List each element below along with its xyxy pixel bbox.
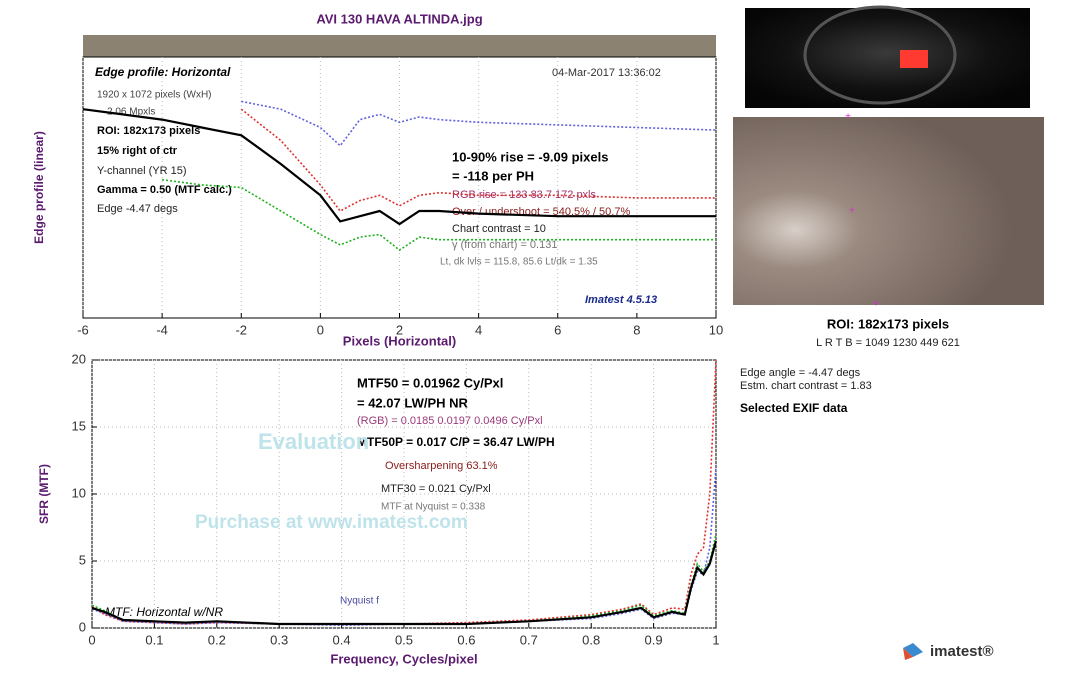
x-tick-label: 8 xyxy=(633,322,640,337)
x-tick-label: -2 xyxy=(235,322,247,337)
x-tick-label: 0.6 xyxy=(457,632,475,647)
annotation: Evaluation xyxy=(258,429,369,454)
annotation: Oversharpening 63.1% xyxy=(385,460,498,472)
roi-marker xyxy=(900,50,928,68)
x-tick-label: 0 xyxy=(317,322,324,337)
annotation: Purchase at www.imatest.com xyxy=(195,512,468,533)
annotation: = -118 per PH xyxy=(452,168,534,183)
annotation: MTF at Nyquist = 0.338 xyxy=(381,502,486,513)
x-tick-label: 0.2 xyxy=(208,632,226,647)
roi-cross: + xyxy=(849,206,855,217)
x-tick-label: 0.5 xyxy=(395,632,413,647)
x-tick-label: 0.9 xyxy=(645,632,663,647)
x-tick-label: 4 xyxy=(475,322,482,337)
roi-cross: + xyxy=(845,112,851,123)
logo: imatest® xyxy=(930,643,994,660)
x-tick-label: 0.3 xyxy=(270,632,288,647)
annotation: MTF30 = 0.021 Cy/Pxl xyxy=(381,483,491,495)
x-axis-label: Frequency, Cycles/pixel xyxy=(330,651,477,666)
x-tick-label: 0.1 xyxy=(145,632,163,647)
y-tick-label: 0 xyxy=(79,619,86,634)
x-tick-label: -6 xyxy=(77,322,89,337)
x-tick-label: 0 xyxy=(88,632,95,647)
y-tick-label: 20 xyxy=(72,351,86,366)
chart-contrast: Estm. chart contrast = 1.83 xyxy=(740,380,872,392)
annotation: 04-Mar-2017 13:36:02 xyxy=(552,67,661,79)
annotation: Y-channel (YR 15) xyxy=(97,165,186,177)
annotation: Lt, dk lvls = 115.8, 85.6 Lt/dk = 1.35 xyxy=(440,257,598,268)
thumbnail-image xyxy=(745,8,1030,108)
annotation: 10-90% rise = -9.09 pixels xyxy=(452,149,608,164)
y-tick-label: 10 xyxy=(72,485,86,500)
y-axis-label: SFR (MTF) xyxy=(37,464,51,524)
x-axis-label: Pixels (Horizontal) xyxy=(343,333,456,348)
x-tick-label: -4 xyxy=(156,322,168,337)
annotation: MTF50 = 0.01962 Cy/Pxl xyxy=(357,375,503,390)
x-tick-label: 0.8 xyxy=(582,632,600,647)
annotation: ROI: 182x173 pixels xyxy=(97,125,200,137)
title-bar xyxy=(83,35,716,57)
exif-heading: Selected EXIF data xyxy=(740,401,848,415)
annotation: MTF50P = 0.017 C/P = 36.47 LW/PH xyxy=(357,435,555,449)
x-tick-label: 10 xyxy=(709,322,723,337)
edge-angle: Edge angle = -4.47 degs xyxy=(740,367,861,379)
y-tick-label: 15 xyxy=(72,418,86,433)
roi-cross: + xyxy=(873,299,879,310)
annotation: 1920 x 1072 pixels (WxH) xyxy=(97,90,212,101)
annotation: γ (from chart) = 0.131 xyxy=(452,239,557,251)
annotation: Chart contrast = 10 xyxy=(452,223,546,235)
roi-bounds: L R T B = 1049 1230 449 621 xyxy=(816,337,960,349)
y-tick-label: 5 xyxy=(79,552,86,567)
x-tick-label: 0.7 xyxy=(520,632,538,647)
roi-image xyxy=(733,117,1044,305)
x-tick-label: 6 xyxy=(554,322,561,337)
annotation: = 42.07 LW/PH NR xyxy=(357,395,469,410)
x-tick-label: 1 xyxy=(712,632,719,647)
annotation: Gamma = 0.50 (MTF calc.) xyxy=(97,184,232,196)
roi-size: ROI: 182x173 pixels xyxy=(827,316,949,331)
annotation: Edge -4.47 degs xyxy=(97,203,178,215)
y-axis-label: Edge profile (linear) xyxy=(32,131,46,244)
annotation: MTF: Horizontal w/NR xyxy=(105,605,223,619)
annotation: (RGB) = 0.0185 0.0197 0.0496 Cy/Pxl xyxy=(357,415,543,427)
page: + + + ROI: 182x173 pixels L R T B = 1049… xyxy=(0,0,1068,677)
chart-title: AVI 130 HAVA ALTINDA.jpg xyxy=(316,11,482,26)
annotation: 15% right of ctr xyxy=(97,145,178,157)
x-tick-label: 0.4 xyxy=(333,632,351,647)
annotation: Nyquist f xyxy=(340,596,379,607)
annotation: Edge profile: Horizontal xyxy=(95,65,231,79)
annotation: Imatest 4.5.13 xyxy=(585,294,657,306)
